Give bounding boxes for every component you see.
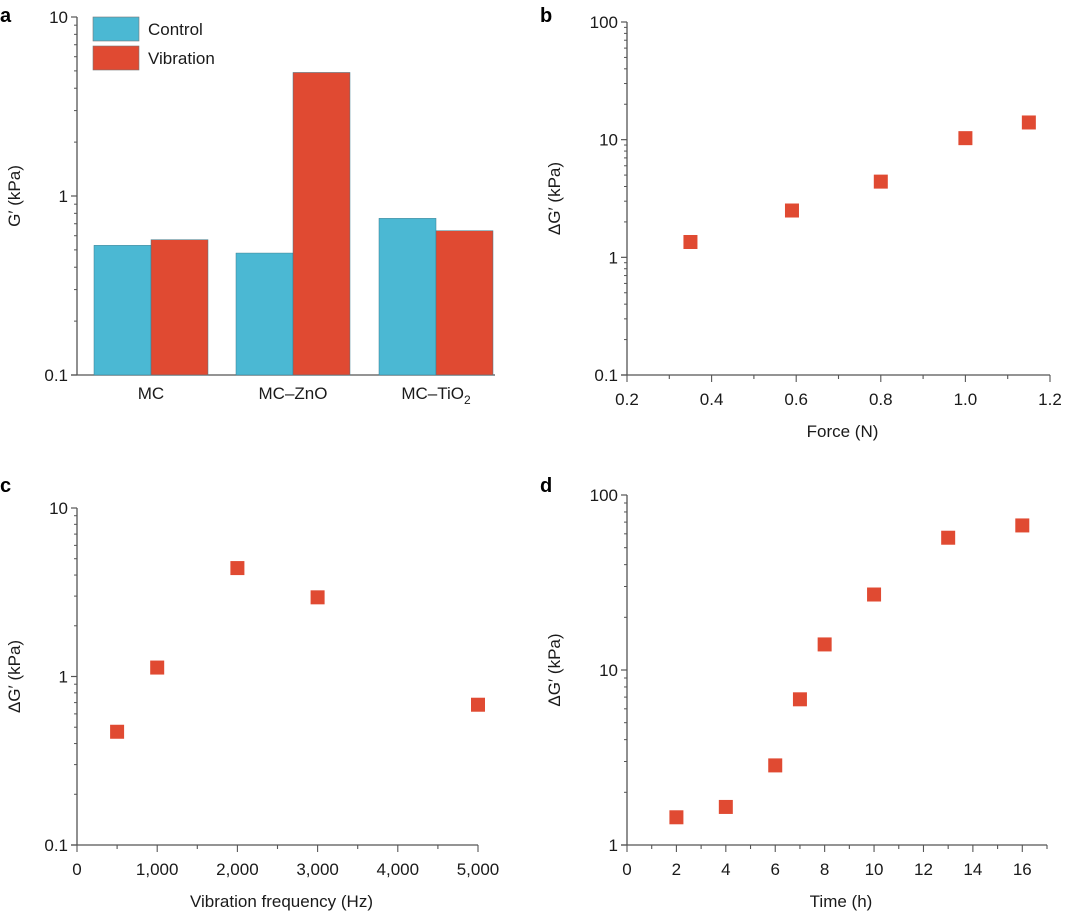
x-tick-label: 2,000 xyxy=(216,860,259,879)
panel-d: d 1 10 100 ΔG′ (kPa) 0 2 4 6 8 10 12 14 16 Time (h) xyxy=(540,475,1048,911)
bar-control-0 xyxy=(93,245,152,376)
x-tick-label-main: MC–TiO xyxy=(401,384,464,403)
data-point xyxy=(768,758,783,773)
x-tick-label: MC xyxy=(138,384,164,403)
y-tick-label: 100 xyxy=(590,13,618,32)
x-tick-label-subscript: 2 xyxy=(464,393,471,407)
x-tick-label: 14 xyxy=(963,860,982,879)
legend-swatch-control xyxy=(92,16,140,42)
panel-b: b 0.1 1 10 100 ΔG′ (kPa) 0.2 0.4 0.6 0.8 1.0 1.2 For… xyxy=(540,5,1062,441)
data-point xyxy=(867,587,882,602)
panel-letter: a xyxy=(0,5,12,27)
data-point xyxy=(1015,518,1030,533)
bar-control-2 xyxy=(378,218,437,376)
data-point xyxy=(718,799,733,814)
data-point xyxy=(150,660,165,675)
bar-vibration-2 xyxy=(435,230,494,376)
y-tick-label: 0.1 xyxy=(44,366,68,385)
y-tick-label: 10 xyxy=(49,499,68,518)
panel-c: c 0.1 1 10 ΔG′ (kPa) 0 1,000 2,000 3,000 4,000 5,0… xyxy=(0,475,499,911)
data-point xyxy=(669,810,684,825)
x-tick-label-main: MC–ZnO xyxy=(259,384,328,403)
panel-a: a 0.1 1 10 G′ (kPa) Control Vibration MC MC–ZnO M… xyxy=(0,5,495,407)
y-tick-label: 1 xyxy=(609,248,618,267)
y-tick-label: 10 xyxy=(49,8,68,27)
y-tick-label: 1 xyxy=(59,187,68,206)
x-tick-label: 16 xyxy=(1013,860,1032,879)
y-tick-label: 1 xyxy=(59,668,68,687)
legend-swatch-vibration xyxy=(92,45,140,71)
x-tick-label: 3,000 xyxy=(296,860,339,879)
bar-control-1 xyxy=(235,252,294,376)
data-point xyxy=(310,590,325,605)
x-tick-label: 4,000 xyxy=(377,860,420,879)
y-tick-label: 1 xyxy=(609,836,618,855)
x-tick-label: 1,000 xyxy=(136,860,179,879)
x-axis-label: Time (h) xyxy=(810,892,873,911)
x-tick-label: 1.0 xyxy=(954,390,978,409)
data-point xyxy=(784,203,799,218)
x-tick-label: 0.6 xyxy=(784,390,808,409)
x-tick-label: 0.2 xyxy=(615,390,639,409)
x-tick-label: 5,000 xyxy=(457,860,500,879)
data-point xyxy=(1021,115,1036,130)
data-point xyxy=(230,561,245,576)
panel-letter: d xyxy=(540,475,552,497)
x-tick-label: 4 xyxy=(721,860,730,879)
x-tick-label: 2 xyxy=(672,860,681,879)
y-tick-label: 0.1 xyxy=(594,366,618,385)
y-axis-label: ΔG′ (kPa) xyxy=(545,633,564,706)
x-tick-label: 0.8 xyxy=(869,390,893,409)
x-tick-label: 0 xyxy=(72,860,81,879)
y-axis-label: ΔG′ (kPa) xyxy=(545,162,564,235)
y-tick-label: 10 xyxy=(599,131,618,150)
panel-letter: c xyxy=(0,475,11,497)
y-axis-label: ΔG′ (kPa) xyxy=(5,640,24,713)
legend-label: Control xyxy=(148,20,203,39)
data-point xyxy=(817,637,832,652)
x-tick-label: 1.2 xyxy=(1038,390,1062,409)
x-tick-label-main: MC xyxy=(138,384,164,403)
x-tick-label: 12 xyxy=(914,860,933,879)
bar-vibration-0 xyxy=(150,239,209,376)
x-tick-label: 6 xyxy=(771,860,780,879)
legend-label: Vibration xyxy=(148,49,215,68)
data-point xyxy=(110,724,125,739)
y-tick-label: 0.1 xyxy=(44,836,68,855)
data-point xyxy=(873,174,888,189)
data-point xyxy=(941,530,956,545)
y-tick-label: 100 xyxy=(590,486,618,505)
data-point xyxy=(958,131,973,146)
data-point xyxy=(792,692,807,707)
x-tick-label: MC–ZnO xyxy=(259,384,328,403)
x-axis-label: Vibration frequency (Hz) xyxy=(190,892,373,911)
x-tick-label: 10 xyxy=(865,860,884,879)
data-point xyxy=(683,234,698,249)
x-tick-label: 0 xyxy=(622,860,631,879)
x-tick-label: 8 xyxy=(820,860,829,879)
y-tick-label: 10 xyxy=(599,661,618,680)
y-axis-label: G′ (kPa) xyxy=(5,165,24,227)
x-tick-label: 0.4 xyxy=(700,390,724,409)
bar-vibration-1 xyxy=(292,72,351,376)
x-axis-label: Force (N) xyxy=(807,422,879,441)
data-point xyxy=(471,697,485,712)
panel-letter: b xyxy=(540,5,552,27)
x-tick-label: MC–TiO2 xyxy=(401,384,471,407)
